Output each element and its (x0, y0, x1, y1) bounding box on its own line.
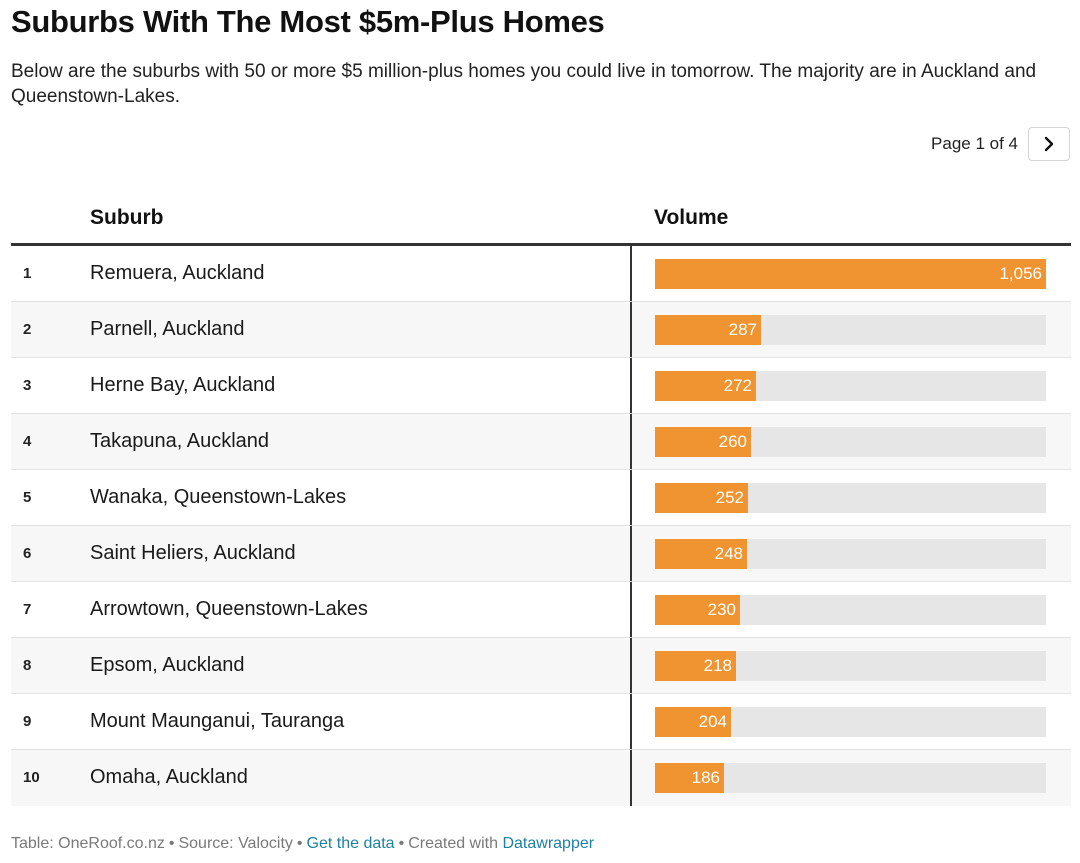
bar-9: 204 (655, 707, 731, 737)
next-page-button[interactable] (1028, 127, 1070, 161)
row-rank: 10 (23, 769, 40, 786)
bar-value-label: 186 (691, 768, 720, 787)
bar-track: 218 (655, 651, 1046, 681)
column-divider (630, 638, 632, 693)
bar-track: 252 (655, 483, 1046, 513)
row-rank: 3 (23, 377, 32, 394)
column-header-volume[interactable]: Volume (654, 206, 729, 229)
column-divider (630, 470, 632, 525)
chart-title: Suburbs With The Most $5m-Plus Homes (11, 4, 605, 39)
footer-separator: • (398, 835, 405, 852)
row-suburb: Mount Maunganui, Tauranga (90, 710, 345, 732)
bar-track: 287 (655, 315, 1046, 345)
column-divider (630, 358, 632, 413)
bar-7: 230 (655, 595, 740, 625)
row-suburb: Wanaka, Queenstown-Lakes (90, 486, 347, 508)
footer-separator: • (296, 835, 303, 852)
bar-track: 186 (655, 763, 1046, 793)
bar-value-label: 218 (703, 656, 732, 675)
table-body: 1 Remuera, Auckland 1,056 2 Parnell, Aucklan… (11, 246, 1071, 806)
column-divider (630, 750, 632, 806)
bar-4: 260 (655, 427, 751, 457)
row-suburb: Saint Heliers, Auckland (90, 542, 296, 564)
bar-track: 230 (655, 595, 1046, 625)
row-rank: 5 (23, 489, 32, 506)
bar-track: 272 (655, 371, 1046, 401)
column-divider (630, 694, 632, 749)
row-rank: 6 (23, 545, 32, 562)
row-suburb: Parnell, Auckland (90, 318, 245, 340)
bar-value-label: 1,056 (999, 264, 1042, 283)
data-table: Suburb Volume 1 Remuera, Auckland 1,056 2 Pa… (11, 190, 1071, 806)
column-divider (630, 246, 632, 301)
bar-track: 260 (655, 427, 1046, 457)
table-row: 3 Herne Bay, Auckland 272 (11, 358, 1071, 414)
row-suburb: Arrowtown, Queenstown-Lakes (90, 598, 368, 620)
column-header-suburb[interactable]: Suburb (90, 206, 164, 229)
row-suburb: Takapuna, Auckland (90, 430, 270, 452)
bar-value-label: 230 (707, 600, 736, 619)
row-suburb: Remuera, Auckland (90, 262, 265, 284)
footer-created-with: Created with (408, 835, 499, 852)
chart-subtitle: Below are the suburbs with 50 or more $5… (11, 61, 1037, 107)
table-row: 9 Mount Maunganui, Tauranga 204 (11, 694, 1071, 750)
row-suburb: Epsom, Auckland (90, 654, 245, 676)
bar-value-label: 248 (714, 544, 743, 563)
column-divider (630, 526, 632, 581)
bar-value-label: 252 (715, 488, 744, 507)
bar-track: 248 (655, 539, 1046, 569)
column-divider (630, 582, 632, 637)
bar-track: 204 (655, 707, 1046, 737)
footer-separator: • (168, 835, 175, 852)
bar-value-label: 260 (718, 432, 747, 451)
row-rank: 4 (23, 433, 32, 450)
bar-2: 287 (655, 315, 761, 345)
table-row: 2 Parnell, Auckland 287 (11, 302, 1071, 358)
row-rank: 7 (23, 601, 32, 618)
footer-source: Source: Valocity (178, 835, 293, 852)
footer-table-credit: Table: OneRoof.co.nz (11, 835, 165, 852)
row-suburb: Omaha, Auckland (90, 766, 248, 788)
column-divider (630, 302, 632, 357)
table-row: 1 Remuera, Auckland 1,056 (11, 246, 1071, 302)
chevron-right-icon (1044, 136, 1054, 152)
row-rank: 8 (23, 657, 32, 674)
row-rank: 9 (23, 713, 32, 730)
get-data-link[interactable]: Get the data (306, 835, 395, 852)
page-indicator: Page 1 of 4 (931, 134, 1018, 153)
bar-5: 252 (655, 483, 748, 513)
datawrapper-link[interactable]: Datawrapper (502, 835, 595, 852)
row-rank: 2 (23, 321, 32, 338)
table-row: 4 Takapuna, Auckland 260 (11, 414, 1071, 470)
chart-footer: Table: OneRoof.co.nz • Source: Valocity • Ge… (11, 835, 594, 853)
table-header: Suburb Volume (11, 190, 1071, 246)
bar-3: 272 (655, 371, 756, 401)
row-suburb: Herne Bay, Auckland (90, 374, 276, 396)
row-rank: 1 (23, 265, 32, 282)
table-row: 10 Omaha, Auckland 186 (11, 750, 1071, 806)
table-row: 8 Epsom, Auckland 218 (11, 638, 1071, 694)
pagination: Page 1 of 4 (931, 126, 1070, 162)
table-row: 5 Wanaka, Queenstown-Lakes 252 (11, 470, 1071, 526)
bar-track: 1,056 (655, 259, 1046, 289)
bar-6: 248 (655, 539, 747, 569)
table-row: 6 Saint Heliers, Auckland 248 (11, 526, 1071, 582)
bar-value-label: 287 (728, 320, 757, 339)
bar-1: 1,056 (655, 259, 1046, 289)
table-row: 7 Arrowtown, Queenstown-Lakes 230 (11, 582, 1071, 638)
bar-8: 218 (655, 651, 736, 681)
column-divider (630, 414, 632, 469)
bar-value-label: 204 (698, 712, 727, 731)
bar-10: 186 (655, 763, 724, 793)
bar-value-label: 272 (723, 376, 752, 395)
